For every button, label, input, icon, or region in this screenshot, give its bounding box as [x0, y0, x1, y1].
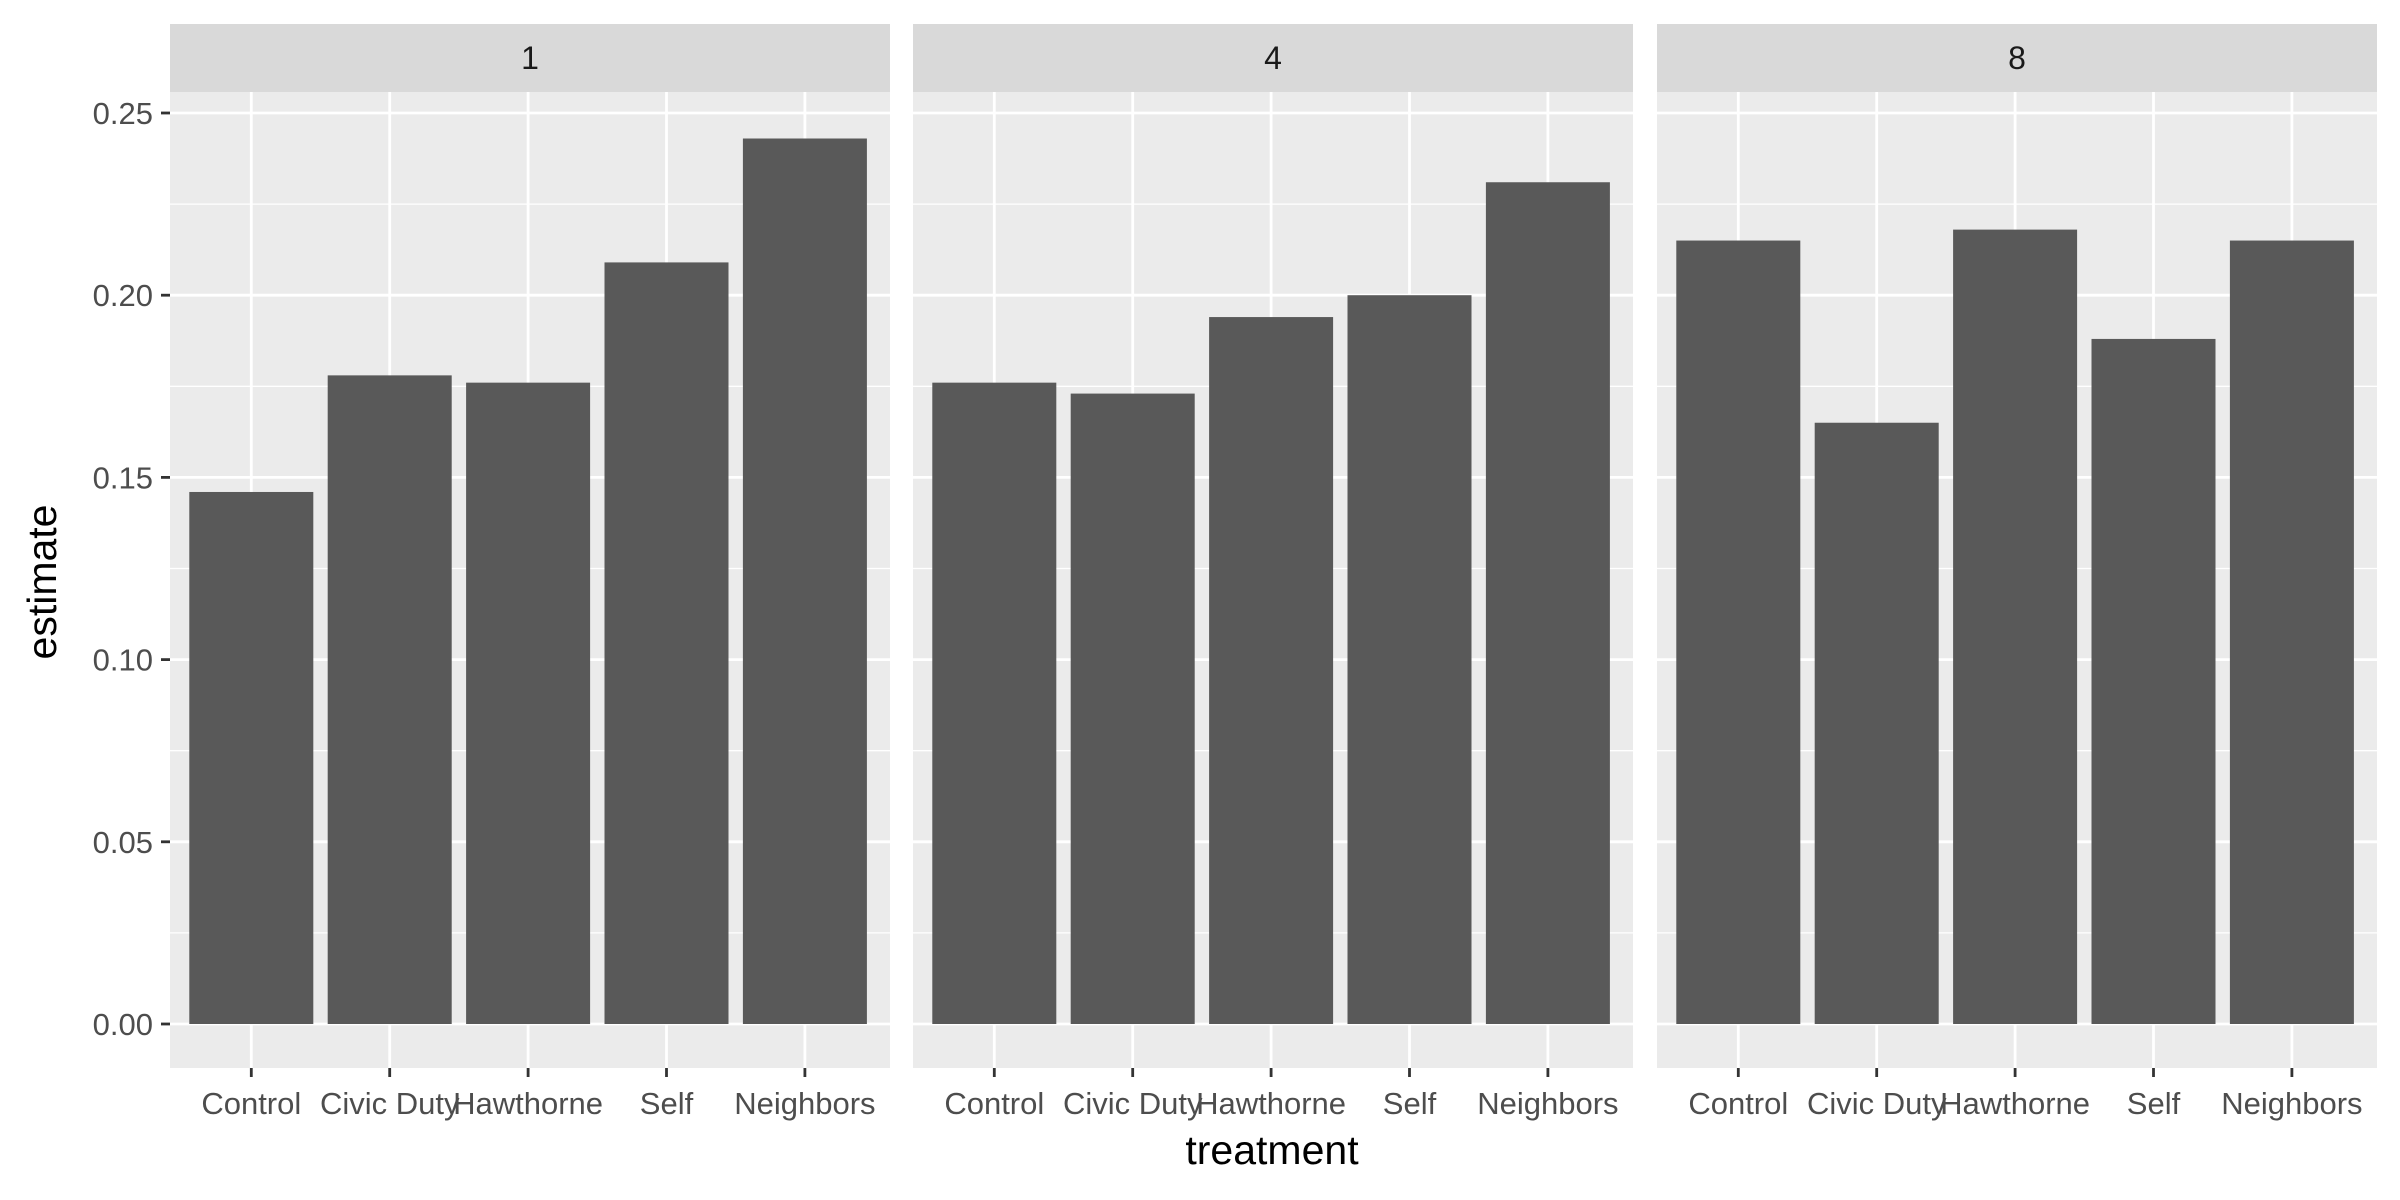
bar-self [1347, 295, 1472, 1024]
facet-strip [170, 24, 890, 92]
x-tick-label: Self [640, 1086, 694, 1121]
bar-control [189, 491, 314, 1024]
bar-self [604, 262, 729, 1024]
y-tick-label: 0.20 [93, 278, 153, 313]
facet-label: 8 [2008, 40, 2026, 76]
bar-hawthorne [466, 382, 591, 1024]
x-tick-label: Civic Duty [1063, 1086, 1203, 1121]
bar-civic-duty [1814, 422, 1939, 1024]
bar-hawthorne [1209, 317, 1334, 1025]
bar-neighbors [742, 138, 867, 1024]
y-tick-label: 0.15 [93, 460, 153, 495]
x-tick-label: Control [201, 1086, 301, 1121]
y-tick-label: 0.00 [93, 1007, 153, 1042]
x-tick-label: Hawthorne [1196, 1086, 1346, 1121]
facet-label: 4 [1264, 40, 1282, 76]
facet-strip [1657, 24, 2377, 92]
y-axis-title: estimate [19, 505, 65, 660]
bar-neighbors [2229, 240, 2354, 1025]
x-tick-label: Control [1688, 1086, 1788, 1121]
x-tick-label: Hawthorne [1940, 1086, 2090, 1121]
x-tick-label: Control [944, 1086, 1044, 1121]
x-tick-label: Self [1383, 1086, 1437, 1121]
y-tick-label: 0.05 [93, 825, 153, 860]
y-tick-label: 0.10 [93, 643, 153, 678]
bar-control [1676, 240, 1801, 1025]
y-axis: 0.00 0.05 0.10 0.15 0.20 0.25 [93, 96, 170, 1042]
x-tick-label: Neighbors [2221, 1086, 2362, 1121]
x-axis-title: treatment [1185, 1127, 1359, 1173]
bar-self [2091, 338, 2216, 1025]
bar-control [932, 382, 1057, 1024]
y-tick-label: 0.25 [93, 96, 153, 131]
bar-civic-duty [1070, 393, 1195, 1024]
x-tick-label: Hawthorne [453, 1086, 603, 1121]
x-tick-label: Civic Duty [320, 1086, 460, 1121]
bar-neighbors [1485, 182, 1610, 1025]
facet-strip [913, 24, 1633, 92]
bar-civic-duty [327, 375, 452, 1024]
facet-label: 1 [521, 40, 539, 76]
bar-hawthorne [1953, 229, 2078, 1024]
x-tick-label: Neighbors [1477, 1086, 1618, 1121]
x-tick-label: Neighbors [734, 1086, 875, 1121]
x-tick-label: Self [2127, 1086, 2181, 1121]
x-tick-label: Civic Duty [1807, 1086, 1947, 1121]
